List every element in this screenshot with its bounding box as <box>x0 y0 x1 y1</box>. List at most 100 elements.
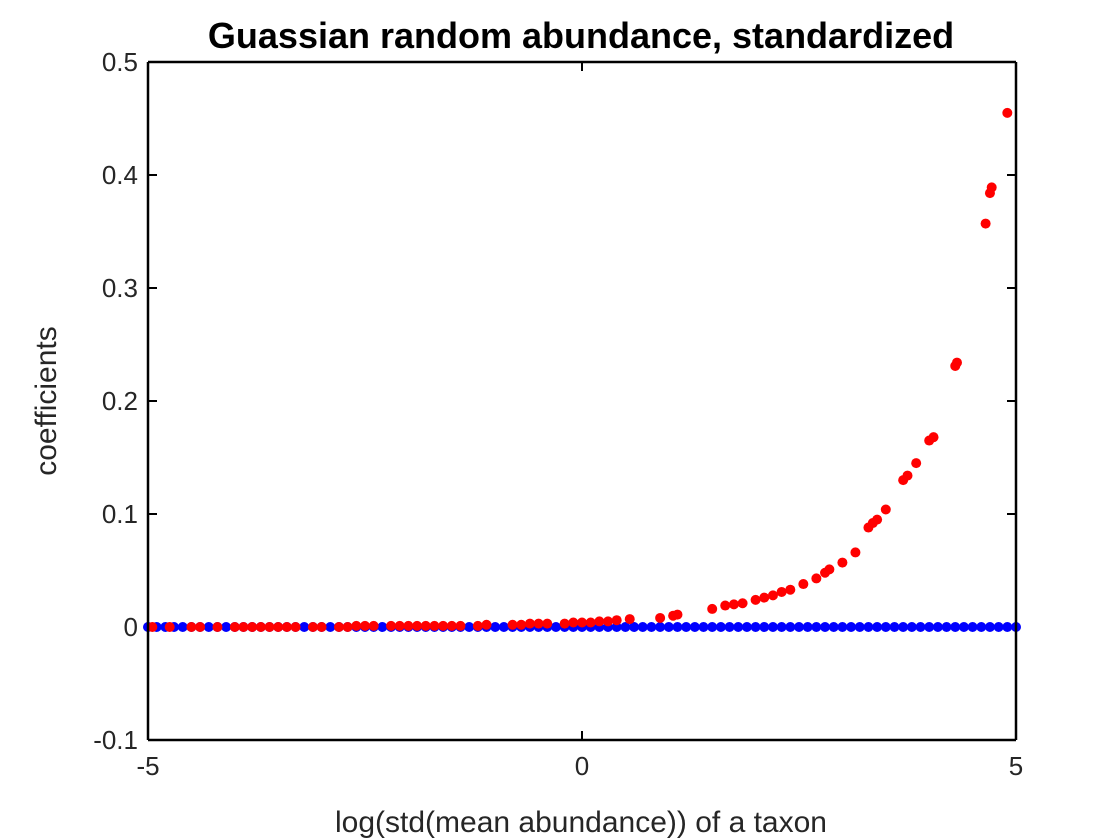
data-point <box>481 619 492 630</box>
data-point <box>516 619 527 630</box>
chart-title: Guassian random abundance, standardized <box>208 15 954 56</box>
data-point <box>906 622 917 632</box>
data-point <box>976 622 987 632</box>
y-tick-label: -0.1 <box>93 725 138 755</box>
data-point <box>351 620 362 631</box>
data-point <box>776 622 787 632</box>
data-point <box>728 599 739 610</box>
data-point <box>828 622 839 632</box>
data-point <box>750 622 761 632</box>
data-point <box>767 622 778 632</box>
data-point <box>655 622 666 632</box>
x-axis-label: log(std(mean abundance)) of a taxon <box>335 806 827 839</box>
data-point <box>854 622 865 632</box>
data-point <box>221 622 232 632</box>
data-point <box>498 622 509 632</box>
data-point <box>307 622 318 632</box>
data-point <box>785 622 796 632</box>
data-point <box>737 598 748 609</box>
y-tick-label: 0.5 <box>102 47 138 77</box>
data-point <box>229 622 240 632</box>
data-point <box>880 622 891 632</box>
data-point <box>177 622 188 632</box>
data-point <box>872 514 883 525</box>
data-point <box>715 622 726 632</box>
data-point <box>837 557 848 568</box>
data-point <box>542 618 553 629</box>
data-point <box>550 622 561 632</box>
data-point <box>824 564 835 575</box>
data-point <box>464 622 475 632</box>
data-point <box>681 622 692 632</box>
data-point <box>980 218 991 229</box>
data-point <box>412 620 423 631</box>
data-point <box>951 357 962 368</box>
data-point <box>577 617 587 628</box>
series-1-points <box>147 107 1013 632</box>
data-point <box>707 622 718 632</box>
data-point <box>993 622 1004 632</box>
data-point <box>368 620 379 631</box>
data-point <box>798 579 809 590</box>
data-point <box>299 622 310 632</box>
data-point <box>794 622 804 632</box>
data-point <box>247 622 258 632</box>
data-point <box>785 584 796 595</box>
data-point <box>403 620 414 631</box>
tick-layer: -5 0 5 -0.1 0 0.1 0.2 0.3 0.4 0.5 <box>93 47 1023 781</box>
data-point <box>811 573 822 584</box>
data-point <box>698 622 709 632</box>
data-point <box>429 620 440 631</box>
data-point <box>941 622 952 632</box>
data-point <box>811 622 822 632</box>
data-point <box>915 622 926 632</box>
data-point <box>663 622 674 632</box>
plot-area <box>148 62 1016 740</box>
y-tick-label: 0 <box>124 612 138 642</box>
y-tick-label: 0.2 <box>102 386 138 416</box>
data-point <box>911 458 922 469</box>
y-tick-label: 0.4 <box>102 160 138 190</box>
x-tick-label: 0 <box>575 751 589 781</box>
data-point <box>360 620 370 631</box>
y-tick-label: 0.1 <box>102 499 138 529</box>
y-axis-label: coefficients <box>30 326 63 476</box>
data-point <box>984 622 995 632</box>
data-point <box>733 622 744 632</box>
data-point <box>986 182 997 193</box>
data-point <box>203 622 214 632</box>
data-point <box>646 622 657 632</box>
data-point <box>186 622 197 632</box>
data-point <box>585 617 596 628</box>
points-layer <box>143 107 1021 632</box>
data-point <box>637 622 648 632</box>
data-point <box>889 622 900 632</box>
data-point <box>720 600 731 611</box>
data-point <box>603 616 614 627</box>
data-point <box>273 622 284 632</box>
data-point <box>386 620 397 631</box>
data-point <box>238 622 249 632</box>
data-point <box>594 616 605 627</box>
data-point <box>750 594 761 605</box>
data-point <box>689 622 700 632</box>
data-point <box>1002 107 1013 118</box>
data-point <box>568 617 579 628</box>
data-point <box>611 615 622 626</box>
data-point <box>928 432 939 443</box>
data-point <box>759 622 770 632</box>
data-point <box>212 622 223 632</box>
x-tick-label: 5 <box>1009 751 1023 781</box>
data-point <box>264 622 275 632</box>
data-point <box>333 622 344 632</box>
data-point <box>342 622 353 632</box>
data-point <box>759 592 770 603</box>
data-point <box>950 622 961 632</box>
data-point <box>472 620 483 631</box>
data-point <box>902 470 913 481</box>
data-point <box>1002 622 1013 632</box>
data-point <box>420 620 431 631</box>
y-tick-label: 0.3 <box>102 273 138 303</box>
data-point <box>533 618 544 629</box>
data-point <box>455 620 466 631</box>
